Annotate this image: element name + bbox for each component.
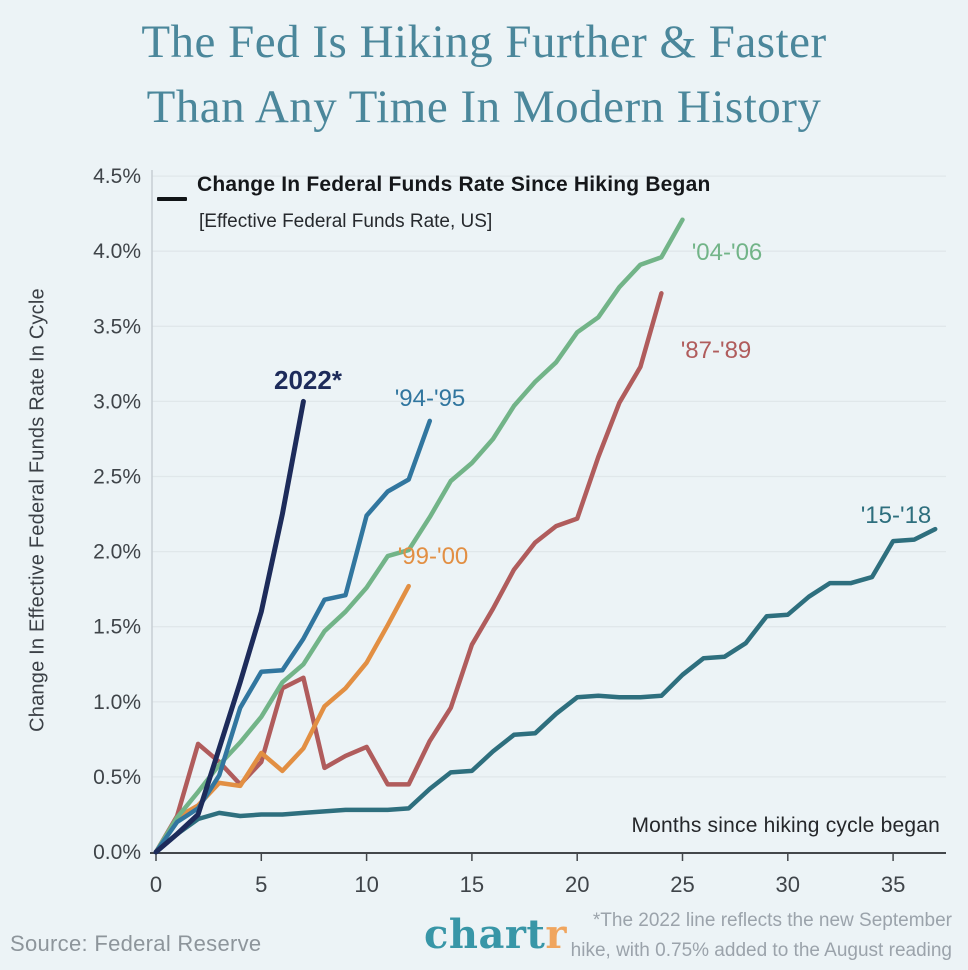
footnote-line-1: *The 2022 line reflects the new Septembe… (592, 910, 952, 931)
y-tick-label-3.5: 3.5% (93, 315, 141, 338)
series-label-1518: '15-'18 (861, 502, 932, 529)
x-tick-label-20: 20 (565, 872, 589, 897)
series-line-1518 (153, 526, 938, 855)
y-tick-label-4.5: 4.5% (93, 165, 141, 188)
y-tick-label-2.5: 2.5% (93, 466, 141, 489)
title-line-1: The Fed Is Hiking Further & Faster (141, 16, 827, 68)
x-tick-label-25: 25 (670, 872, 694, 897)
chartr-logo: chartr (424, 911, 567, 958)
x-tick-label-10: 10 (354, 872, 378, 897)
y-tick-label-2: 2.0% (93, 541, 141, 564)
series-label-8789: '87-'89 (681, 337, 752, 364)
legend-sublabel: [Effective Federal Funds Rate, US] (199, 211, 493, 232)
series-label-0406: '04-'06 (692, 239, 763, 266)
x-tick-label-0: 0 (150, 872, 162, 897)
y-tick-label-3: 3.0% (93, 390, 141, 413)
series-line-0406 (153, 217, 685, 855)
footnote: *The 2022 line reflects the new Septembe… (532, 906, 952, 967)
series-label-2022: 2022* (274, 365, 343, 395)
y-tick-label-1: 1.0% (93, 691, 141, 714)
y-tick-label-0.5: 0.5% (93, 766, 141, 789)
legend-label: Change In Federal Funds Rate Since Hikin… (197, 173, 711, 196)
source-credit: Source: Federal Reserve (10, 931, 262, 956)
x-tick-label-35: 35 (881, 872, 905, 897)
chartr-logo-orange: r (545, 911, 567, 958)
title-line-2: Than Any Time In Modern History (146, 80, 822, 133)
series-label-9495: '94-'95 (395, 385, 466, 412)
y-tick-label-0: 0.0% (93, 841, 141, 864)
legend-swatch-line (157, 197, 187, 201)
series-label-9900: '99-'00 (398, 543, 469, 570)
chartr-logo-teal: chart (424, 911, 546, 958)
x-tick-label-30: 30 (776, 872, 800, 897)
y-tick-label-1.5: 1.5% (93, 616, 141, 639)
series-line-2022 (153, 398, 306, 855)
y-tick-label-4: 4.0% (93, 240, 141, 263)
x-axis-title: Months since hiking cycle began (631, 814, 940, 837)
footnote-line-2: hike, with 0.75% added to the August rea… (570, 940, 952, 962)
page-title: The Fed Is Hiking Further & Faster Than … (0, 10, 968, 140)
y-axis-title: Change In Effective Federal Funds Rate I… (26, 288, 49, 732)
x-tick-label-5: 5 (255, 872, 267, 897)
series-line-8789 (153, 291, 664, 855)
x-tick-label-15: 15 (460, 872, 484, 897)
series-line-9495 (153, 418, 433, 855)
